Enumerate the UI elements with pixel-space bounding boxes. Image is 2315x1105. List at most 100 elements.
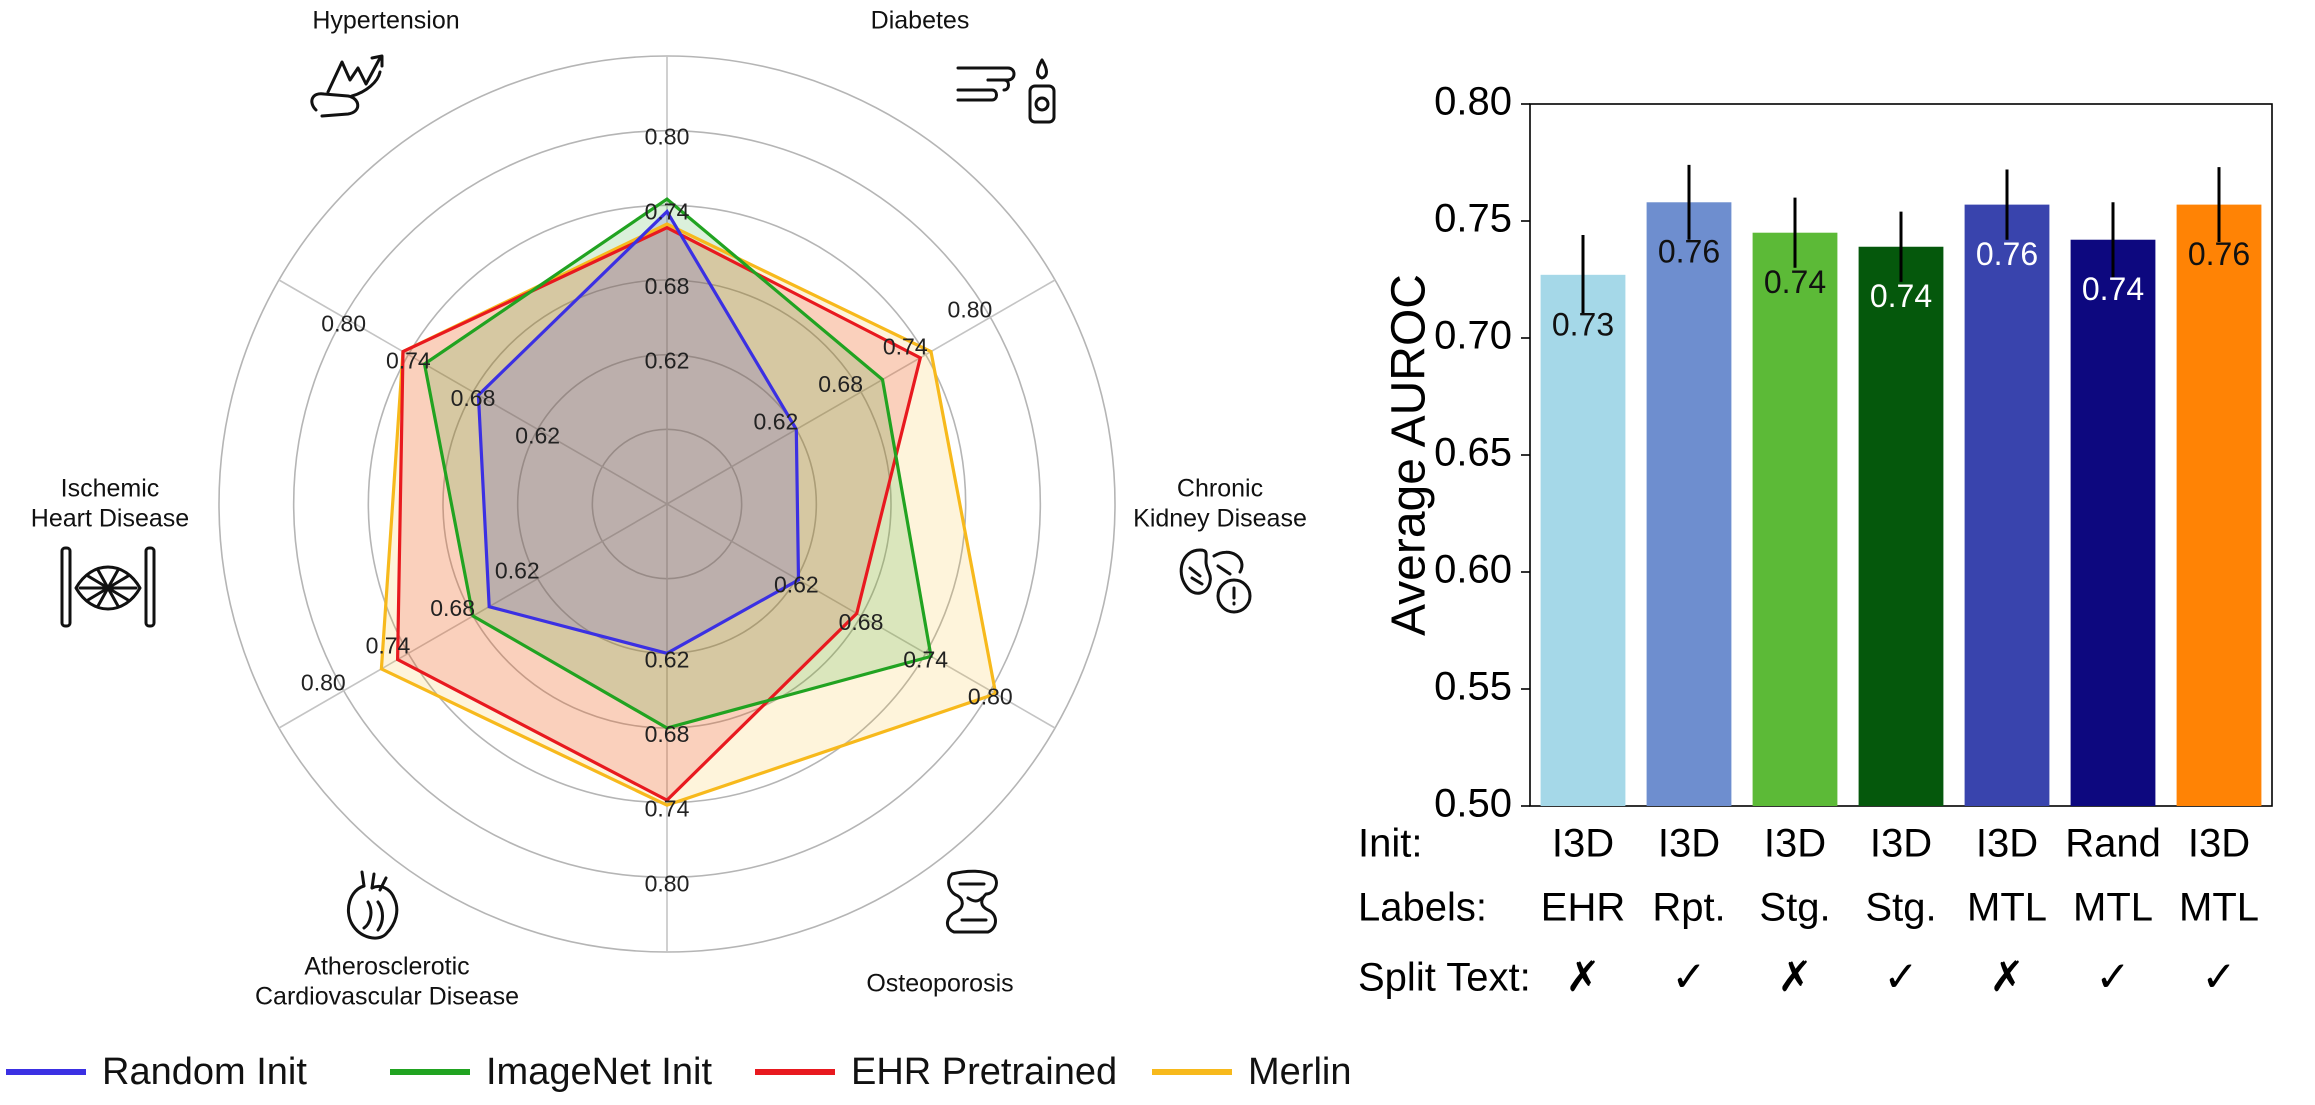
radar-tick-label: 0.80 — [321, 310, 366, 336]
radar-spoke — [666, 503, 1056, 729]
radar-tick-label: 0.68 — [839, 609, 884, 635]
radar-tick-label: 0.80 — [948, 296, 993, 322]
table-row-header: Init: — [1358, 822, 1422, 866]
table-cell: I3D — [1764, 822, 1826, 866]
icon-stroke — [347, 884, 399, 940]
table-cell: I3D — [1976, 822, 2038, 866]
radar-tick-label: 0.80 — [968, 684, 1013, 710]
bar-value-label: 0.74 — [1764, 264, 1826, 300]
table-row-header: Labels: — [1358, 886, 1487, 930]
bar-value-label: 0.74 — [1870, 278, 1932, 314]
y-tick-label: 0.80 — [1434, 80, 1512, 124]
y-tick-label: 0.70 — [1434, 314, 1512, 358]
y-tick-label: 0.75 — [1434, 197, 1512, 241]
table-cell: EHR — [1541, 886, 1625, 930]
bar — [2176, 204, 2262, 806]
table-cell: ✗ — [1565, 953, 1600, 1000]
icon-stroke — [1212, 550, 1244, 576]
bar — [2070, 239, 2156, 807]
legend-label: Random Init — [102, 1051, 307, 1093]
radar-tick-label: 0.62 — [515, 422, 560, 448]
radar-axis-label: Osteoporosis — [866, 970, 1013, 998]
table-cell: MTL — [1967, 886, 2047, 930]
table-cell: I3D — [2188, 822, 2250, 866]
radar-line-2 — [422, 197, 933, 730]
radar-area-2 — [424, 199, 931, 729]
table-cell: I3D — [1552, 822, 1614, 866]
radar-spoke — [278, 279, 668, 505]
icon-stroke — [1188, 566, 1204, 586]
icon-stroke — [370, 54, 384, 68]
table-cell: I3D — [1870, 822, 1932, 866]
radar-tick-label: 0.68 — [818, 371, 863, 397]
table-cell: MTL — [2073, 886, 2153, 930]
radar-line-4 — [379, 222, 998, 807]
bar — [1752, 232, 1838, 806]
radar-area-3 — [397, 227, 921, 801]
table-cell: ✗ — [1989, 953, 2024, 1000]
icon-stroke — [958, 882, 988, 922]
bar — [1858, 246, 1944, 807]
table-cell: MTL — [2179, 886, 2259, 930]
radar-tick-label: 0.68 — [645, 273, 690, 299]
radar-tick-label: 0.74 — [645, 796, 690, 822]
icon-stroke — [1179, 548, 1212, 595]
icon-stroke — [326, 56, 382, 94]
bar-value-label: 0.76 — [2188, 236, 2250, 272]
table-cell: ✓ — [1883, 953, 1918, 1000]
icon-stroke — [956, 66, 1016, 102]
table-cell: ✓ — [2201, 953, 2236, 1000]
radar-axis-label: Kidney Disease — [1133, 505, 1307, 533]
icon-stroke — [74, 565, 142, 611]
table-cell: I3D — [1658, 822, 1720, 866]
bar-chart: 0.50 0.55 0.60 0.65 0.70 0.75 0.80 Average AURO… — [1358, 80, 2273, 1000]
y-axis-title: Average AUROC — [1383, 274, 1436, 636]
table-row-header: Split Text: — [1358, 956, 1531, 1000]
radar-tick-label: 0.62 — [495, 558, 540, 584]
icon-stroke — [946, 869, 998, 934]
radar-tick-label: 0.62 — [645, 646, 690, 672]
radar-tick-label: 0.68 — [430, 595, 475, 621]
table-cell: ✓ — [1671, 953, 1706, 1000]
glucose-finger-icon — [956, 58, 1056, 124]
radar-spoke — [666, 279, 1056, 505]
icon-stroke — [350, 70, 382, 98]
radar-tick-label: 0.62 — [774, 572, 819, 598]
legend-label: Merlin — [1248, 1051, 1351, 1093]
icon-stroke — [986, 78, 1010, 92]
radar-chart: 0.62 0.68 0.74 0.80 0.62 0.68 0.74 0.80 0.62 0.68… — [31, 7, 1307, 1011]
heart-vessels-icon — [60, 546, 156, 628]
radar-axis-label: Atherosclerotic — [304, 953, 469, 981]
table-cell: ✗ — [1777, 953, 1812, 1000]
icon-stroke — [144, 546, 156, 628]
icon-stroke — [60, 546, 72, 628]
radar-axis-label: Ischemic — [61, 475, 160, 503]
bar — [1964, 204, 2050, 806]
icon-stroke — [1028, 84, 1056, 124]
radar-axis-label: Cardiovascular Disease — [255, 983, 519, 1011]
icon-stroke — [1036, 58, 1048, 80]
radar-tick-label: 0.62 — [645, 348, 690, 374]
radar-axis-label: Hypertension — [312, 7, 459, 35]
radar-area-1 — [478, 211, 799, 654]
y-tick-label: 0.55 — [1434, 665, 1512, 709]
radar-tick-label: 0.74 — [883, 334, 928, 360]
bar — [1646, 202, 1732, 806]
table-cell: Stg. — [1759, 886, 1830, 930]
icon-stroke — [310, 92, 360, 118]
radar-tick-label: 0.80 — [645, 124, 690, 150]
heart-icon — [347, 870, 399, 940]
y-tick-label: 0.50 — [1434, 782, 1512, 826]
radar-axis-label: Heart Disease — [31, 505, 189, 533]
radar-tick-label: 0.68 — [645, 721, 690, 747]
icon-stroke — [1216, 578, 1252, 614]
bone-joint-icon — [946, 869, 998, 934]
table-cell: ✓ — [2095, 953, 2130, 1000]
y-tick-label: 0.65 — [1434, 431, 1512, 475]
radar-tick-label: 0.74 — [903, 646, 948, 672]
table-cell: Rand — [2065, 822, 2161, 866]
radar-line-1 — [476, 209, 801, 656]
legend-label: EHR Pretrained — [851, 1051, 1117, 1093]
radar-axis-label: Diabetes — [871, 7, 970, 35]
